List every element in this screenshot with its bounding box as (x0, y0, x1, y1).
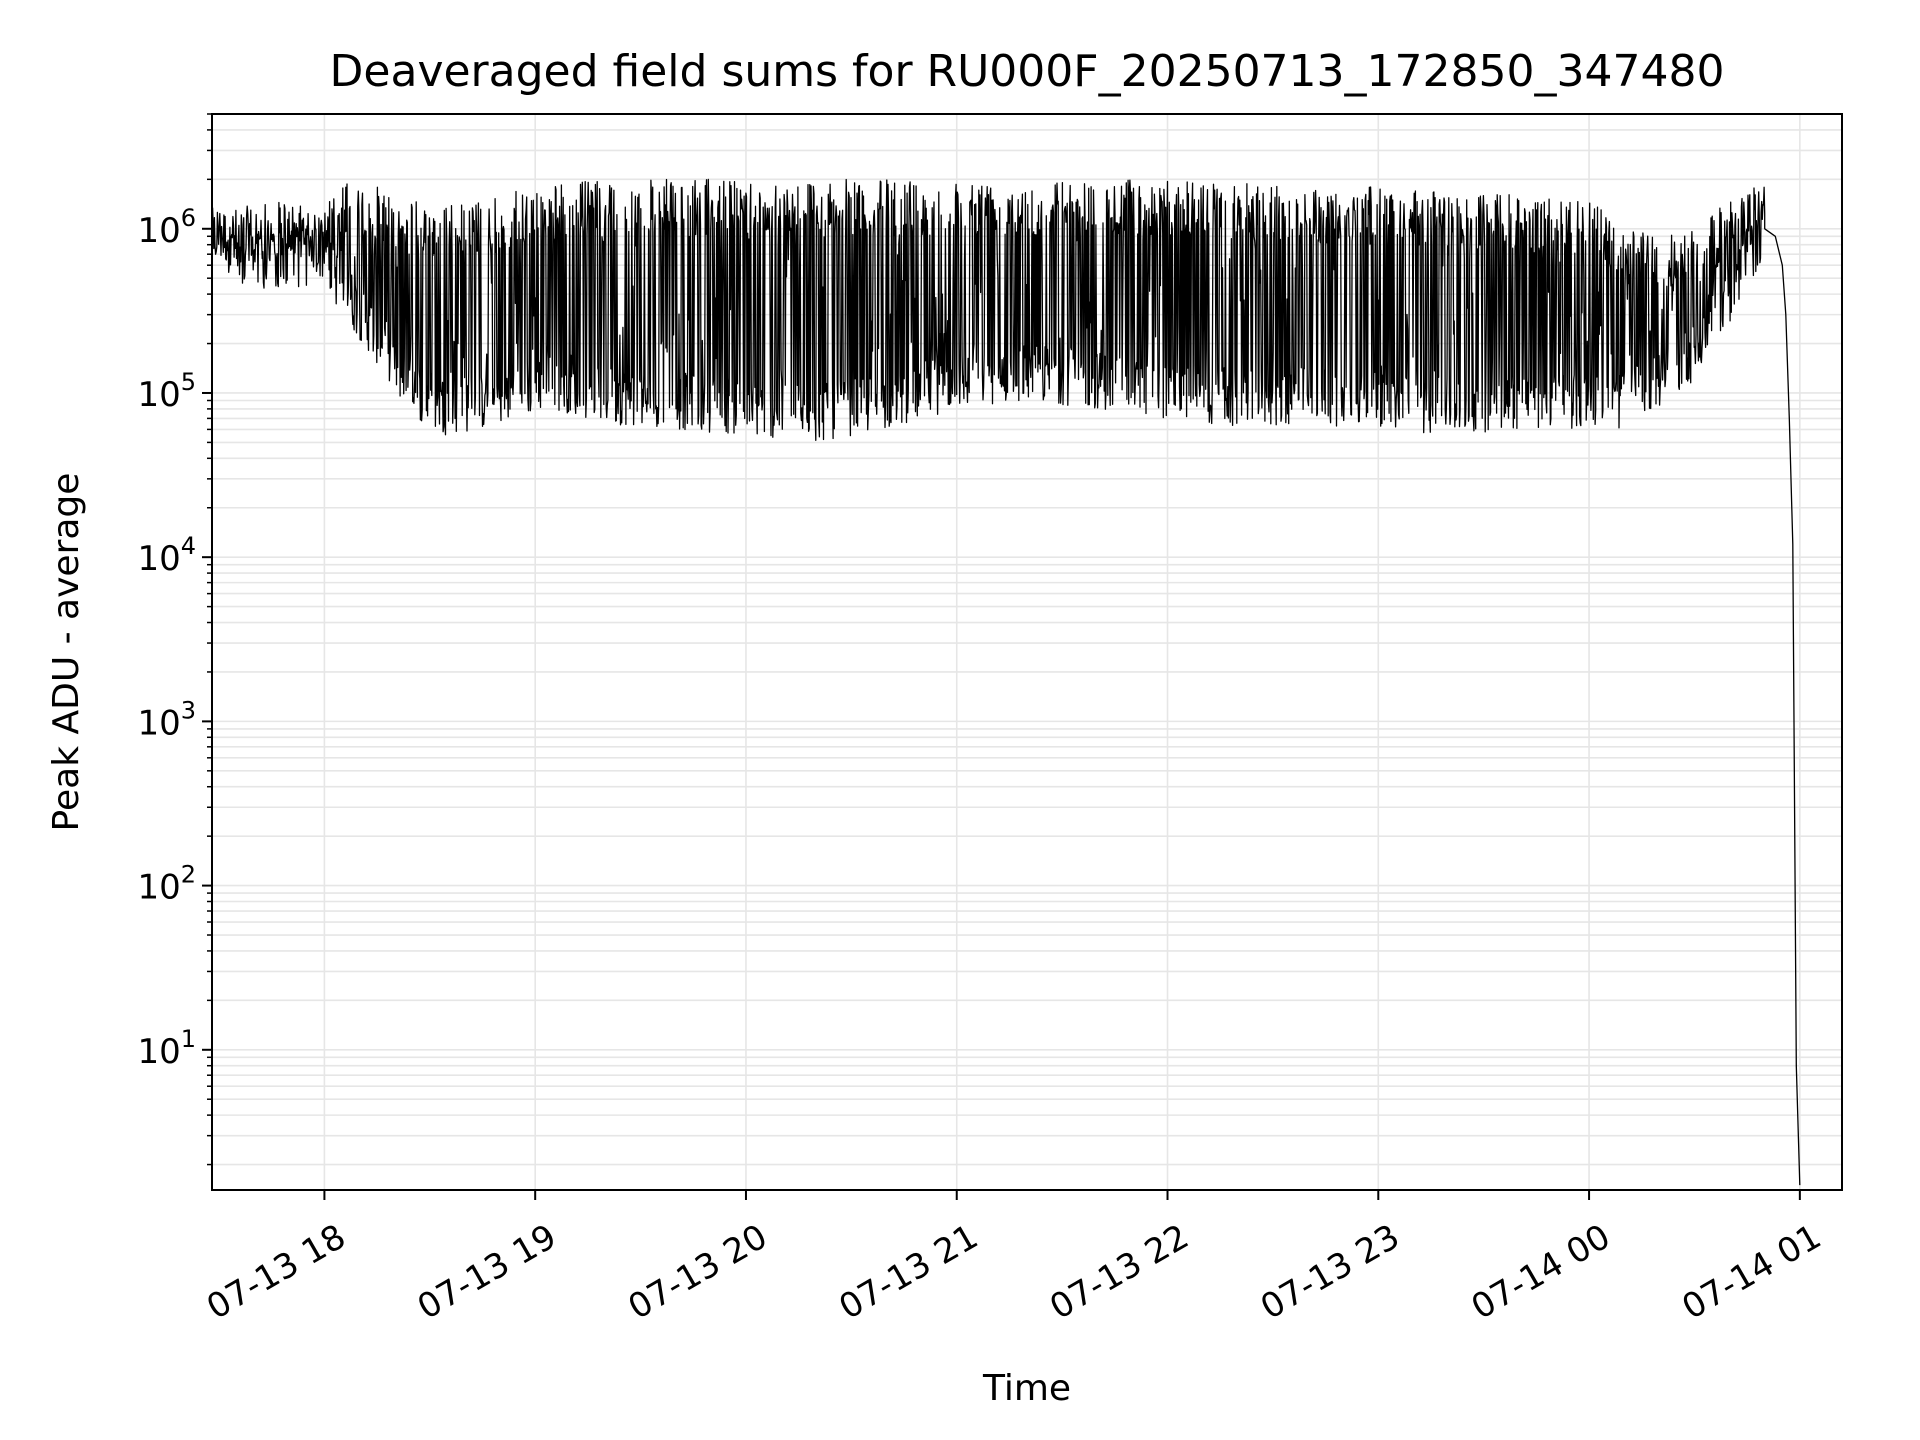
y-tick-label: 106 (137, 204, 196, 251)
y-tick-label: 102 (137, 861, 196, 908)
x-tick-label: 07-13 19 (411, 1217, 563, 1328)
y-tick-label: 105 (137, 368, 196, 415)
x-tick-label: 07-13 20 (622, 1217, 774, 1328)
series-layer (211, 178, 1801, 1186)
x-tick-label: 07-13 18 (200, 1217, 352, 1328)
chart-title: Deaveraged field sums for RU000F_2025071… (330, 46, 1725, 97)
x-axis: 07-13 18 07-13 19 07-13 20 07-13 21 07-13 22… (200, 1190, 1828, 1328)
y-tick-label: 103 (137, 696, 196, 743)
y-tick-label: 101 (137, 1025, 196, 1072)
y-tick-label: 104 (137, 532, 196, 579)
y-axis: 101 102 103 104 105 106 (137, 113, 212, 1166)
x-axis-title: Time (982, 1368, 1071, 1409)
x-tick-label: 07-13 21 (832, 1217, 984, 1328)
x-tick-label: 07-14 01 (1676, 1217, 1828, 1328)
plot-frame (211, 113, 1843, 1191)
x-tick-label: 07-13 22 (1043, 1217, 1195, 1328)
x-tick-label: 07-13 23 (1254, 1217, 1406, 1328)
series-line (211, 178, 1801, 1186)
y-axis-title: Peak ADU - average (46, 473, 87, 832)
x-tick-label: 07-14 00 (1465, 1217, 1617, 1328)
